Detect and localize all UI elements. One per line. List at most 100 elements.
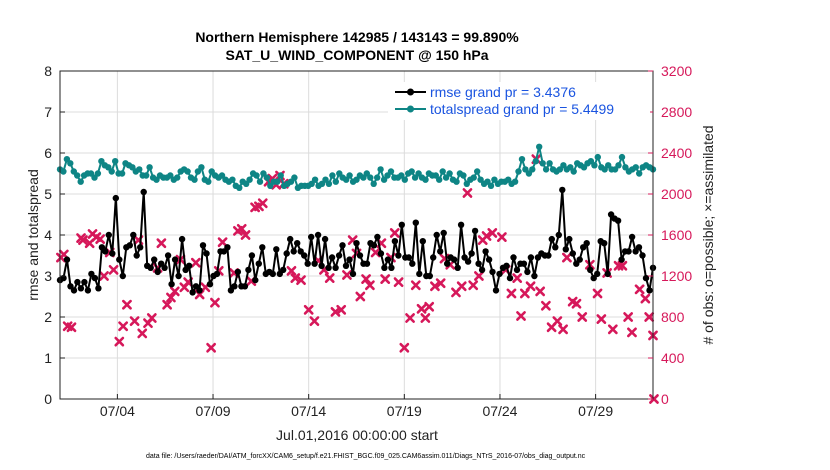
rmse-point <box>151 256 158 263</box>
spread-point <box>367 174 374 181</box>
obs-point <box>405 313 415 323</box>
spread-point <box>594 153 601 161</box>
spread-point <box>446 170 453 177</box>
obs-point-stroke <box>380 274 391 284</box>
spread-point <box>591 162 598 169</box>
rmse-point <box>126 242 133 249</box>
rmse-point <box>482 248 489 255</box>
obs-point-stroke <box>424 301 435 312</box>
spread-point <box>439 168 446 175</box>
y-right-tick-label: 2400 <box>661 145 692 161</box>
spread-point <box>398 172 405 179</box>
obs-point-stroke <box>190 257 201 268</box>
obs-point <box>118 321 129 332</box>
obs-point-stroke <box>296 275 306 286</box>
y-right-tick-label: 1200 <box>661 268 692 284</box>
obs-point <box>627 327 637 338</box>
rmse-point <box>485 256 493 263</box>
rmse-point <box>175 272 182 280</box>
obs-point <box>430 281 440 292</box>
spread-point <box>542 166 550 173</box>
y-axis-right-label: # of obs: o=possible; ×=assimilated <box>700 125 716 344</box>
rmse-point <box>614 217 622 224</box>
rmse-point <box>444 260 451 267</box>
rmse-point <box>245 266 252 274</box>
rmse-point <box>381 264 388 271</box>
rmse-point <box>328 254 336 261</box>
spread-point <box>77 178 84 185</box>
rmse-point <box>248 252 256 259</box>
rmse-point <box>119 272 127 280</box>
rmse-point <box>395 252 402 259</box>
rmse-point <box>475 260 482 267</box>
rmse-point <box>287 235 294 243</box>
rmse-point <box>604 270 611 278</box>
rmse-point <box>391 238 399 245</box>
y-left-tick-label: 5 <box>44 186 52 202</box>
rmse-point <box>137 244 144 251</box>
rmse-point <box>203 250 210 257</box>
rmse-point <box>370 242 378 249</box>
rmse-point <box>468 250 475 257</box>
spread-point <box>618 153 626 161</box>
rmse-point <box>506 274 514 282</box>
spread-point <box>253 172 260 179</box>
y-left-tick-label: 0 <box>44 391 52 407</box>
obs-point-stroke <box>78 235 88 246</box>
obs-point <box>540 300 551 311</box>
obs-point <box>592 288 603 299</box>
rmse-point <box>294 240 301 247</box>
spread-point <box>374 174 381 181</box>
obs-point <box>634 284 645 295</box>
obs-point <box>496 232 507 242</box>
rmse-point <box>377 250 385 257</box>
obs-point <box>623 312 634 322</box>
spread-point <box>184 168 191 175</box>
rmse-point <box>290 248 297 255</box>
spread-point <box>408 168 415 175</box>
rmse-point <box>398 221 405 228</box>
rmse-point <box>318 262 325 269</box>
spread-point <box>511 178 519 185</box>
y-left-tick-label: 4 <box>44 227 52 243</box>
rmse-point <box>555 231 562 239</box>
y-left-tick-label: 3 <box>44 268 52 284</box>
rmse-point <box>259 244 266 251</box>
rmse-point <box>178 235 186 243</box>
spread-point <box>118 170 126 177</box>
obs-point-stroke <box>206 342 217 353</box>
spread-point <box>218 172 226 179</box>
rmse-point <box>440 229 447 237</box>
obs-point <box>66 322 77 333</box>
rmse-point <box>353 240 360 247</box>
x-tick-label: 07/24 <box>482 403 517 419</box>
rmse-point <box>433 231 440 239</box>
spread-point <box>263 174 271 181</box>
obs-point-stroke <box>324 273 335 283</box>
y-axis-left: 0 1 2 3 4 5 6 7 8 <box>44 63 65 407</box>
rmse-point <box>342 262 350 269</box>
obs-point-stroke <box>166 292 176 303</box>
obs-point <box>296 275 306 286</box>
obs-point-stroke <box>146 313 157 323</box>
obs-point <box>355 291 366 302</box>
rmse-point <box>252 276 259 284</box>
obs-point-stroke <box>361 274 371 284</box>
rmse-point <box>314 231 322 239</box>
x-tick-label: 07/09 <box>196 403 231 419</box>
obs-point <box>364 280 375 291</box>
obs-point-stroke <box>309 316 320 327</box>
spread-point <box>191 176 198 183</box>
rmse-point <box>489 268 496 276</box>
obs-point <box>286 265 297 276</box>
spread-point <box>474 168 481 175</box>
spread-point <box>436 176 443 183</box>
obs-point <box>146 313 157 323</box>
rmse-point <box>84 287 92 294</box>
rmse-point <box>478 266 486 274</box>
obs-point-stroke <box>257 198 268 209</box>
rmse-point <box>224 244 231 251</box>
y-right-tick-label: 3200 <box>661 63 692 79</box>
obs-point-stroke <box>410 280 421 291</box>
obs-point-stroke <box>129 316 140 327</box>
